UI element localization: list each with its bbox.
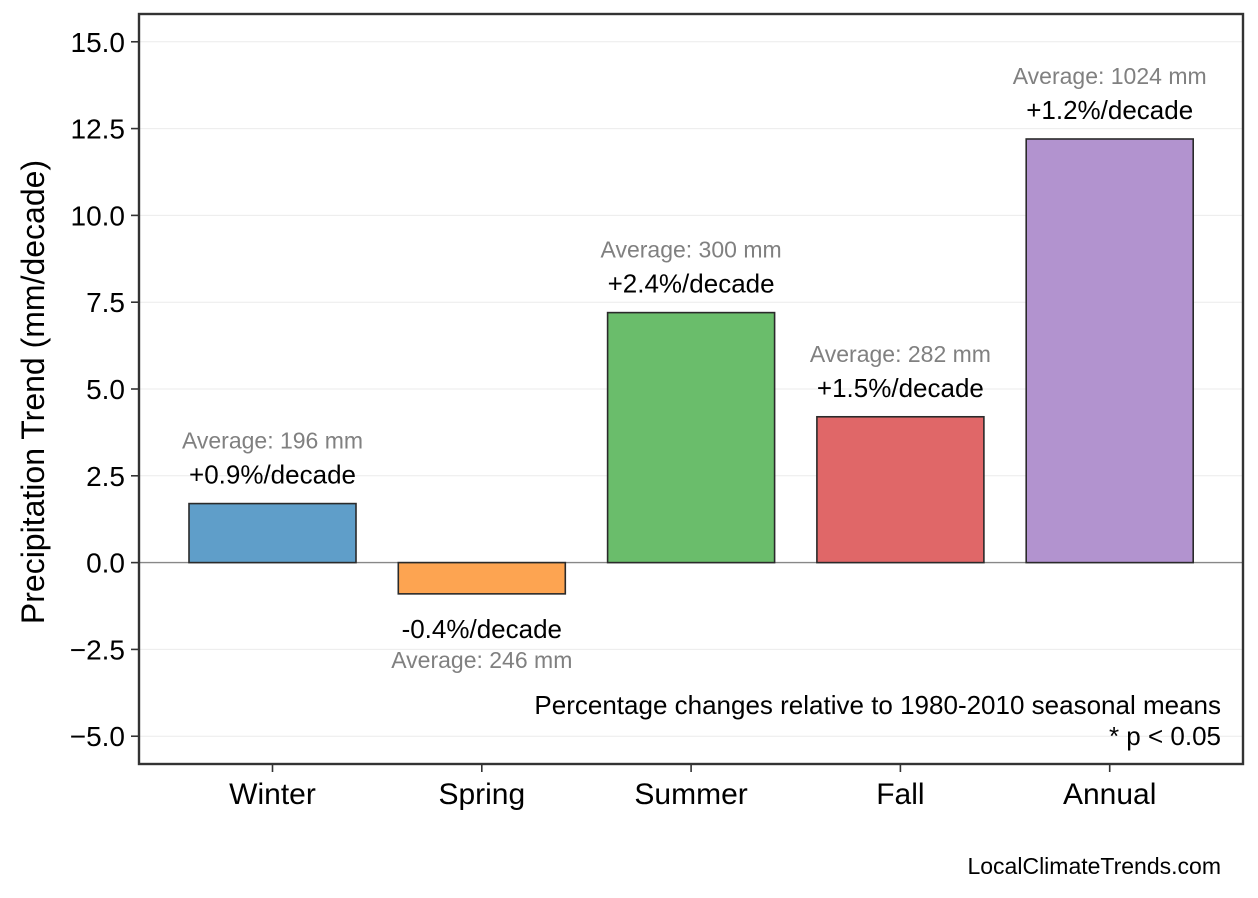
pct-label-spring: -0.4%/decade — [402, 614, 562, 644]
x-tick-label-spring: Spring — [438, 778, 525, 811]
y-tick-label: −2.5 — [70, 634, 125, 665]
bar-fall — [816, 415, 985, 564]
pct-label-summer: +2.4%/decade — [608, 269, 775, 299]
bar-winter — [188, 502, 357, 564]
avg-label-winter: Average: 196 mm — [182, 428, 363, 454]
y-tick-label: 12.5 — [71, 114, 126, 145]
y-tick-label: 15.0 — [71, 27, 126, 58]
x-tick-label-winter: Winter — [229, 778, 316, 811]
bar-annual — [1025, 138, 1194, 564]
avg-label-spring: Average: 246 mm — [391, 647, 572, 673]
x-tick-label-summer: Summer — [634, 778, 747, 811]
y-tick-label: 7.5 — [86, 287, 125, 318]
x-tick-label-fall: Fall — [876, 778, 924, 811]
y-tick-label: −5.0 — [70, 721, 125, 752]
x-tick-label-annual: Annual — [1063, 778, 1156, 811]
bar-summer — [606, 311, 776, 564]
avg-label-summer: Average: 300 mm — [601, 237, 782, 263]
y-tick-label: 0.0 — [86, 548, 125, 579]
source-credit: LocalClimateTrends.com — [967, 853, 1221, 879]
plot-frame — [137, 12, 1245, 766]
pct-label-fall: +1.5%/decade — [817, 373, 984, 403]
avg-label-fall: Average: 282 mm — [810, 341, 991, 367]
y-tick-label: 5.0 — [86, 374, 125, 405]
avg-label-annual: Average: 1024 mm — [1013, 63, 1207, 89]
pct-label-winter: +0.9%/decade — [189, 460, 356, 490]
pct-label-annual: +1.2%/decade — [1026, 95, 1193, 125]
y-axis-label: Precipitation Trend (mm/decade) — [15, 160, 51, 624]
note-percentage-reference: Percentage changes relative to 1980-2010… — [534, 690, 1221, 720]
y-tick-label: 2.5 — [86, 461, 125, 492]
y-tick-label: 10.0 — [71, 200, 126, 231]
bar-spring — [397, 561, 567, 595]
note-significance: * p < 0.05 — [1109, 721, 1221, 751]
